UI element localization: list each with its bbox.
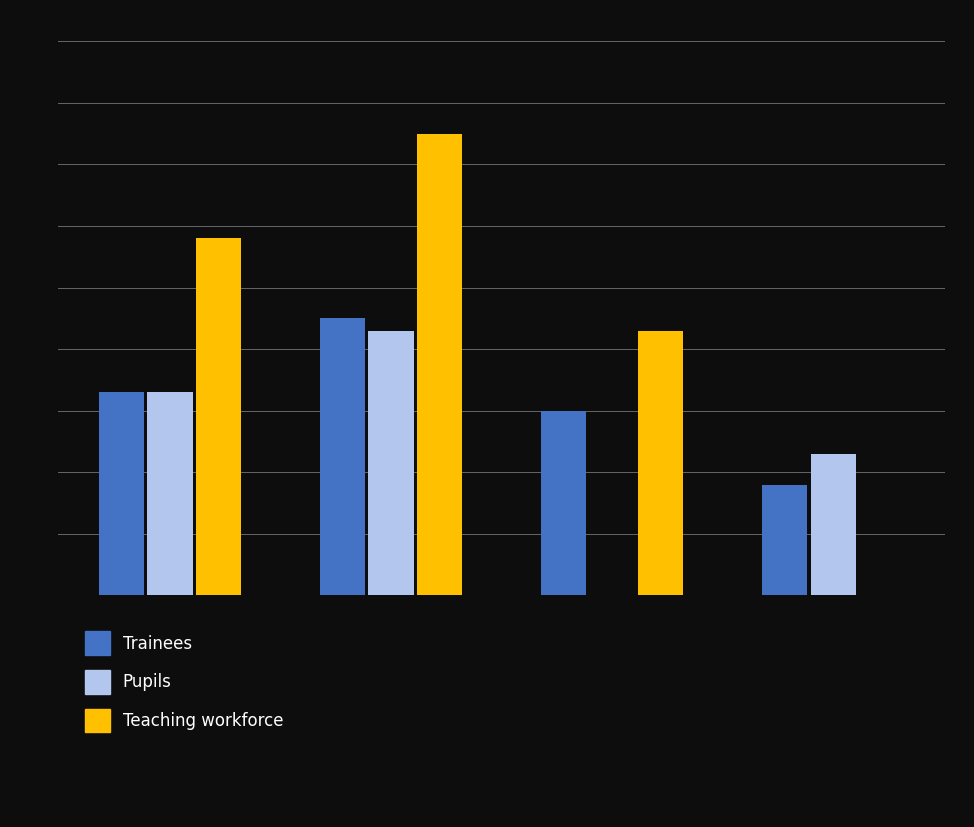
Bar (319, 318, 365, 595)
Bar (541, 411, 586, 595)
Bar (98, 392, 144, 595)
Bar (147, 392, 193, 595)
Bar (417, 134, 463, 595)
Bar (196, 238, 242, 595)
Legend: Trainees, Pupils, Teaching workforce: Trainees, Pupils, Teaching workforce (85, 632, 283, 732)
Bar (762, 485, 807, 595)
Bar (810, 454, 856, 595)
Bar (638, 331, 684, 595)
Bar (368, 331, 414, 595)
